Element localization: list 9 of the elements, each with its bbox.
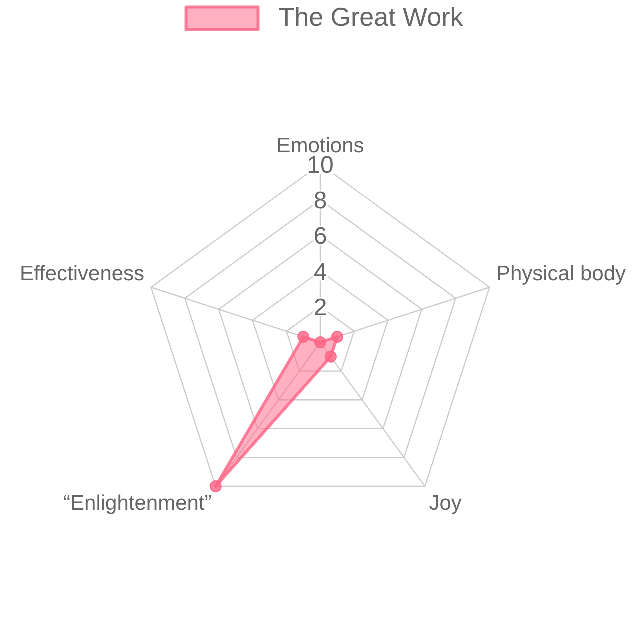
spoke-label: Joy (429, 492, 462, 516)
spoke-label: “Enlightenment” (64, 492, 212, 516)
y-tick-label: 2 (314, 294, 328, 322)
y-tick-label: 6 (314, 223, 328, 250)
y-tick-label: 4 (314, 258, 328, 286)
spoke-label: Effectiveness (20, 262, 145, 286)
legend-label: The Great Work (278, 2, 464, 33)
y-tick-label: 8 (314, 188, 328, 215)
spoke-label: Physical body (496, 262, 627, 286)
